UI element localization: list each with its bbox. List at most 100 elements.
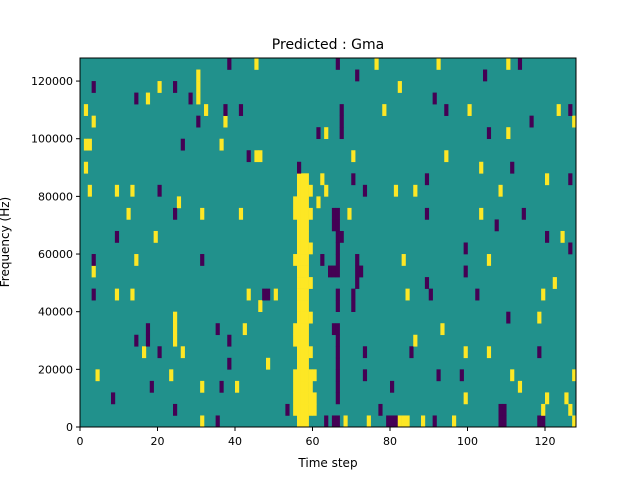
heatmap-cell (335, 219, 340, 232)
heatmap-cell (335, 415, 340, 428)
heatmap-cell (266, 357, 271, 370)
heatmap-cell (335, 380, 340, 393)
x-axis-label: Time step (297, 456, 357, 470)
heatmap-background (80, 58, 576, 427)
heatmap-cell (537, 311, 542, 324)
heatmap-cell (91, 81, 96, 93)
heatmap-cell (335, 323, 340, 336)
heatmap-cell (173, 334, 178, 347)
heatmap-cell (510, 369, 515, 382)
heatmap-cell (87, 184, 92, 197)
heatmap-cell (521, 207, 526, 220)
heatmap-cell (304, 219, 309, 232)
heatmap-cell (300, 334, 306, 347)
heatmap-cell (300, 346, 306, 359)
heatmap-cell (300, 300, 306, 312)
heatmap-cell (300, 254, 306, 266)
heatmap-cell (300, 265, 306, 278)
heatmap-cell (479, 161, 484, 174)
heatmap-cell (297, 288, 302, 301)
heatmap-cell (498, 415, 503, 428)
heatmap-cell (386, 415, 391, 428)
chart-title: Predicted : Gma (272, 37, 384, 53)
heatmap-cell (91, 265, 96, 278)
heatmap-cell (87, 138, 92, 151)
heatmap-cell (351, 150, 356, 163)
heatmap-cell (545, 173, 550, 186)
heatmap-cell (486, 127, 492, 140)
heatmap-cell (300, 392, 306, 405)
heatmap-cell (436, 369, 441, 382)
heatmap-cell (262, 288, 267, 301)
heatmap-cell (196, 115, 201, 128)
heatmap-cell (304, 323, 309, 336)
heatmap-cell (382, 104, 387, 116)
heatmap-cell (308, 403, 313, 416)
heatmap-cell (335, 334, 340, 347)
heatmap-cell (300, 323, 306, 336)
heatmap-cell (200, 207, 205, 220)
heatmap-cell (91, 254, 96, 266)
heatmap-cell (304, 415, 309, 428)
heatmap-cell (157, 81, 162, 93)
heatmap-cell (134, 254, 139, 266)
heatmap-cell (335, 392, 340, 405)
heatmap-cell (238, 207, 244, 220)
heatmap-cell (204, 104, 209, 116)
heatmap-cell (297, 254, 302, 266)
heatmap-cell (308, 242, 313, 255)
heatmap-cell (215, 415, 220, 428)
heatmap-cell (413, 184, 418, 197)
heatmap-cell (258, 150, 263, 163)
heatmap-cell (347, 207, 352, 220)
heatmap-cell (393, 184, 399, 197)
heatmap-cell (304, 403, 309, 416)
heatmap-cell (475, 288, 480, 301)
heatmap-cells (80, 58, 577, 428)
heatmap-cell (153, 230, 158, 243)
heatmap-cell (114, 288, 120, 301)
heatmap-cell (428, 288, 433, 301)
heatmap-cell (219, 380, 224, 393)
heatmap-cell (541, 403, 546, 416)
heatmap-cell (359, 265, 364, 278)
heatmap-cell (324, 127, 329, 140)
heatmap-cell (463, 346, 468, 359)
heatmap-cell (149, 380, 154, 393)
heatmap-cell (335, 58, 340, 70)
heatmap-cell (308, 346, 313, 359)
heatmap-cell (297, 230, 302, 243)
heatmap-cell (304, 254, 309, 266)
heatmap-cell (335, 265, 340, 278)
heatmap-cell (339, 127, 344, 140)
heatmap-cell (91, 288, 96, 301)
heatmap-cell (304, 288, 309, 301)
heatmap-cell (304, 230, 309, 243)
heatmap-cell (502, 415, 507, 428)
heatmap-cell (91, 115, 96, 128)
heatmap-cell (486, 254, 492, 266)
heatmap-cell (304, 357, 309, 370)
heatmap-cell (169, 369, 174, 382)
heatmap-cell (537, 346, 542, 359)
heatmap-cell (308, 392, 313, 405)
heatmap-cell (223, 104, 228, 116)
heatmap-cell (506, 127, 511, 140)
heatmap-cell (297, 311, 302, 324)
heatmap-cell (312, 403, 317, 416)
heatmap-cell (173, 311, 178, 324)
heatmap-cell (173, 207, 178, 220)
heatmap-cell (227, 58, 232, 70)
heatmap-cell (196, 69, 201, 82)
heatmap-cell (572, 369, 577, 382)
heatmap-cell (297, 277, 302, 289)
heatmap-cell (556, 104, 561, 116)
heatmap-cell (173, 403, 178, 416)
heatmap-cell (463, 242, 468, 255)
heatmap-cell (564, 392, 569, 405)
heatmap-cell (157, 184, 162, 197)
heatmap-cell (285, 403, 290, 416)
heatmap-cell (196, 92, 201, 105)
x-tick-label: 120 (535, 435, 556, 448)
